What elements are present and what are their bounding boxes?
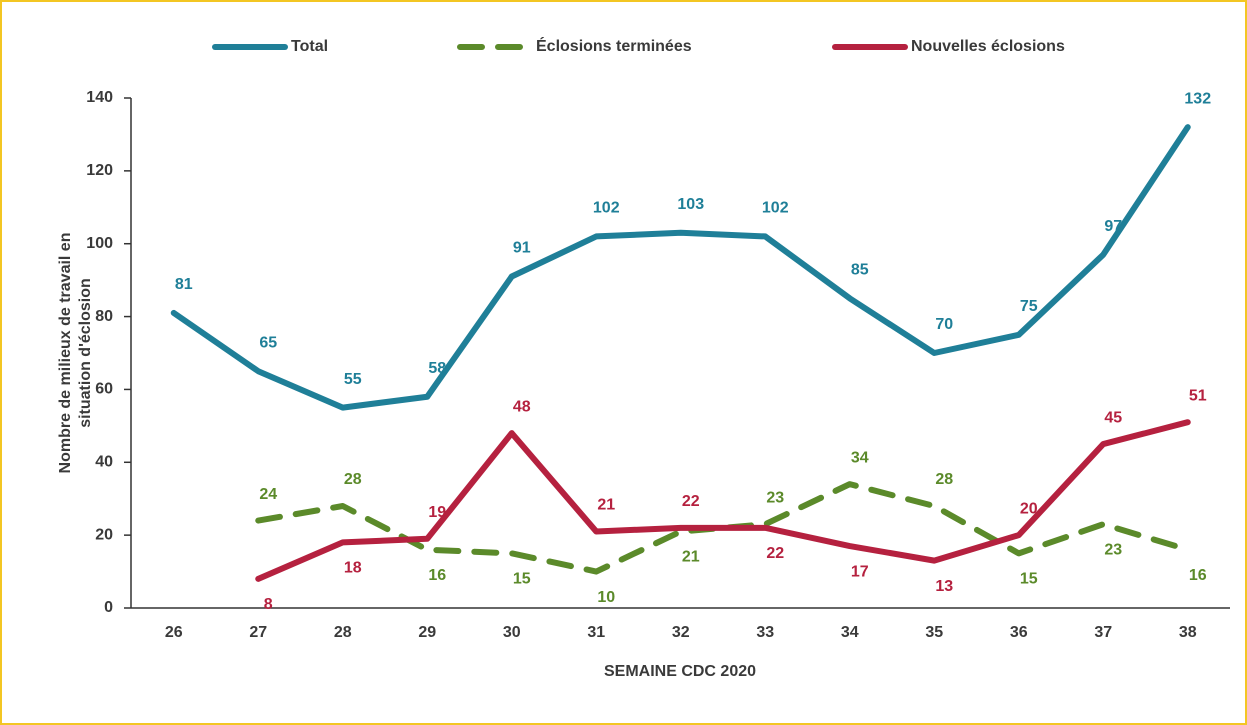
data-label: 20 xyxy=(1020,500,1038,517)
y-tick-label: 40 xyxy=(95,454,113,471)
data-label: 16 xyxy=(1189,567,1207,584)
series-line xyxy=(170,124,1191,411)
x-tick-label: 34 xyxy=(841,624,859,641)
data-label: 85 xyxy=(851,262,869,279)
data-label: 21 xyxy=(597,497,615,514)
data-label: 34 xyxy=(851,449,869,466)
y-axis-label: Nombre de milieux de travail en situatio… xyxy=(57,233,94,474)
y-tick-label: 120 xyxy=(86,162,113,179)
x-tick-label: 28 xyxy=(334,624,352,641)
data-label: 55 xyxy=(344,371,362,388)
x-tick-label: 31 xyxy=(587,624,605,641)
data-label: 51 xyxy=(1189,387,1207,404)
data-label: 8 xyxy=(264,596,273,613)
y-tick-label: 100 xyxy=(86,235,113,252)
data-label: 10 xyxy=(597,589,615,606)
x-tick-label: 38 xyxy=(1179,624,1197,641)
data-label: 65 xyxy=(259,334,277,351)
data-label: 15 xyxy=(513,571,531,588)
data-label: 81 xyxy=(175,276,193,293)
data-label: 28 xyxy=(344,471,362,488)
y-tick-label: 20 xyxy=(95,526,113,543)
x-tick-label: 36 xyxy=(1010,624,1028,641)
x-tick-label: 30 xyxy=(503,624,521,641)
data-label: 18 xyxy=(344,560,362,577)
x-tick-label: 37 xyxy=(1094,624,1112,641)
x-tick-label: 33 xyxy=(756,624,774,641)
data-label: 24 xyxy=(259,486,277,503)
data-label: 13 xyxy=(935,578,953,595)
data-label: 22 xyxy=(682,493,700,510)
series-line xyxy=(255,419,1191,582)
data-label: 48 xyxy=(513,398,531,415)
data-label: 22 xyxy=(766,545,784,562)
data-label: 23 xyxy=(766,489,784,506)
x-axis-label: SEMAINE CDC 2020 xyxy=(604,663,756,680)
data-label: 28 xyxy=(935,471,953,488)
data-label: 19 xyxy=(428,504,446,521)
y-tick-label: 60 xyxy=(95,381,113,398)
data-label: 75 xyxy=(1020,298,1038,315)
y-tick-label: 80 xyxy=(95,308,113,325)
x-tick-label: 35 xyxy=(925,624,943,641)
x-tick-label: 29 xyxy=(418,624,436,641)
y-axis-label-line: situation d'éclosion xyxy=(77,278,94,428)
legend-label: Total xyxy=(291,38,328,55)
series-line xyxy=(255,481,1191,575)
y-axis-label-line: Nombre de milieux de travail en xyxy=(57,233,74,474)
data-label: 21 xyxy=(682,549,700,566)
x-tick-label: 27 xyxy=(249,624,267,641)
data-label: 132 xyxy=(1184,90,1211,107)
x-tick-label: 32 xyxy=(672,624,690,641)
data-label: 58 xyxy=(428,360,446,377)
legend-label: Nouvelles éclosions xyxy=(911,38,1065,55)
x-tick-label: 26 xyxy=(165,624,183,641)
data-label: 102 xyxy=(593,200,620,217)
data-label: 102 xyxy=(762,200,789,217)
data-label: 103 xyxy=(677,196,704,213)
legend-label: Éclosions terminées xyxy=(536,36,692,55)
data-label: 91 xyxy=(513,240,531,257)
data-label: 97 xyxy=(1104,218,1122,235)
data-label: 23 xyxy=(1104,541,1122,558)
data-label: 17 xyxy=(851,563,869,580)
y-tick-label: 140 xyxy=(86,89,113,106)
data-label: 70 xyxy=(935,316,953,333)
data-label: 16 xyxy=(428,567,446,584)
data-label: 45 xyxy=(1104,409,1122,426)
data-label: 15 xyxy=(1020,571,1038,588)
y-tick-label: 0 xyxy=(104,599,113,616)
